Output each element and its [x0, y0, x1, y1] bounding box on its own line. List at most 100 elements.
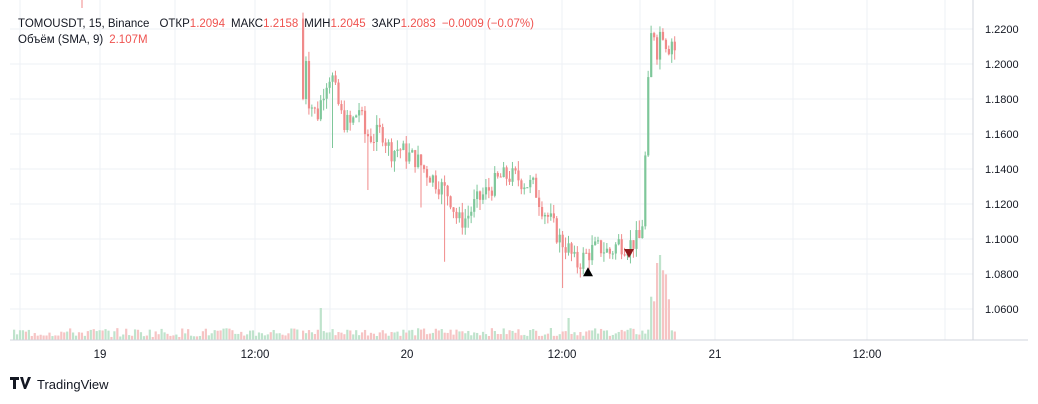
volume-bar	[661, 270, 665, 340]
volume-bar	[184, 333, 187, 340]
volume-bar	[222, 328, 225, 340]
volume-bar	[667, 299, 670, 340]
candle-body	[661, 31, 665, 40]
candle-body	[440, 182, 443, 195]
candle-body	[573, 251, 576, 254]
volume-bar	[467, 330, 470, 340]
price-tick-label: 1.1000	[985, 234, 1019, 246]
candle-body	[594, 241, 597, 245]
volume-bar	[60, 331, 63, 340]
volume-bar	[249, 330, 252, 340]
volume-label[interactable]: Объём (SMA, 9)	[18, 34, 104, 46]
price-axis[interactable]: 1.0600 1.0800 1.1000 1.1200 1.1400 1.1600 1.18…	[985, 24, 1019, 316]
grid-lines	[10, 0, 973, 340]
volume-bars	[13, 255, 676, 340]
tradingview-logo-icon	[10, 377, 32, 392]
price-tick-label: 1.1200	[985, 199, 1019, 211]
candle-body	[408, 152, 411, 162]
volume-bar	[543, 334, 547, 340]
volume-bar	[487, 335, 491, 340]
open-value: 1.2094	[189, 18, 225, 30]
candle-body	[664, 39, 668, 49]
volume-bar	[131, 335, 134, 340]
volume-bar	[151, 336, 154, 340]
candle-body	[431, 175, 434, 183]
volume-bar	[558, 334, 561, 340]
volume-bar	[175, 334, 178, 340]
volume-bar	[635, 334, 638, 340]
candle-body	[653, 33, 656, 38]
time-axis[interactable]: 19 12:00 20 12:00 21 12:00	[94, 349, 882, 361]
volume-bar	[281, 334, 284, 340]
volume-bar	[77, 332, 81, 340]
price-tick-label: 1.1800	[985, 94, 1019, 106]
volume-bar	[363, 329, 367, 340]
candle-body	[307, 61, 311, 109]
volume-bar	[582, 335, 585, 340]
volume-bar	[449, 329, 452, 340]
price-tick-label: 1.0600	[985, 304, 1019, 316]
candle-body	[656, 37, 659, 60]
volume-bar	[346, 329, 349, 340]
volume-bar	[355, 330, 358, 340]
candle-body	[487, 187, 491, 191]
volume-bar	[172, 335, 175, 340]
price-tick-label: 1.1600	[985, 129, 1019, 141]
candle-body	[399, 149, 402, 151]
volume-bar	[163, 332, 166, 340]
candle-body	[555, 218, 558, 243]
volume-bar	[36, 335, 39, 340]
open-label: ОТКР	[159, 18, 190, 30]
volume-bar	[496, 334, 499, 340]
candle-body	[349, 114, 352, 123]
volume-bar	[446, 332, 449, 340]
candle-body	[337, 82, 340, 105]
sell-arrow-icon	[624, 249, 634, 258]
volume-bar	[411, 329, 414, 340]
candle-body	[496, 173, 499, 177]
volume-bar	[650, 296, 653, 340]
candle-body	[490, 190, 493, 196]
volume-bar	[399, 335, 402, 340]
candle-body	[484, 187, 488, 195]
volume-bar	[104, 329, 107, 340]
volume-bar	[322, 331, 325, 340]
time-tick-label: 12:00	[548, 349, 577, 361]
volume-bar	[641, 330, 644, 340]
volume-bar	[231, 330, 234, 340]
candle-body	[576, 251, 579, 268]
candle-body	[558, 234, 561, 243]
volume-bar	[653, 301, 656, 340]
volume-bar	[673, 331, 676, 340]
candle-body	[644, 155, 647, 227]
volume-bar	[278, 333, 281, 340]
volume-bar	[57, 335, 60, 340]
volume-bar	[113, 331, 116, 340]
volume-bar	[473, 332, 476, 340]
volume-bar	[573, 332, 576, 340]
volume-bar	[369, 332, 373, 340]
volume-bar	[219, 330, 222, 340]
candle-body	[437, 189, 440, 195]
tradingview-brand[interactable]: TradingView	[10, 377, 109, 392]
candle-body	[520, 180, 523, 190]
candle-body	[420, 154, 423, 166]
volume-bar	[246, 334, 249, 340]
symbol-label[interactable]: TOMOUSDT, 15, Binance	[18, 18, 150, 30]
volume-bar	[234, 333, 237, 340]
candle-body	[540, 206, 544, 217]
volume-bar	[520, 335, 523, 340]
volume-bar	[546, 333, 550, 340]
volume-bar	[74, 335, 78, 340]
volume-bar	[119, 336, 122, 340]
candle-body	[310, 107, 314, 109]
volume-bar	[66, 331, 69, 340]
ohlc-legend-row: TOMOUSDT, 15, Binance ОТКР 1.2094 МАКС 1.2…	[18, 16, 534, 32]
volume-bar	[178, 336, 181, 340]
candle-body	[479, 191, 482, 200]
candle-body	[464, 218, 467, 228]
volume-bar	[417, 328, 420, 340]
volume-bar	[69, 328, 72, 340]
volume-bar	[284, 335, 287, 340]
